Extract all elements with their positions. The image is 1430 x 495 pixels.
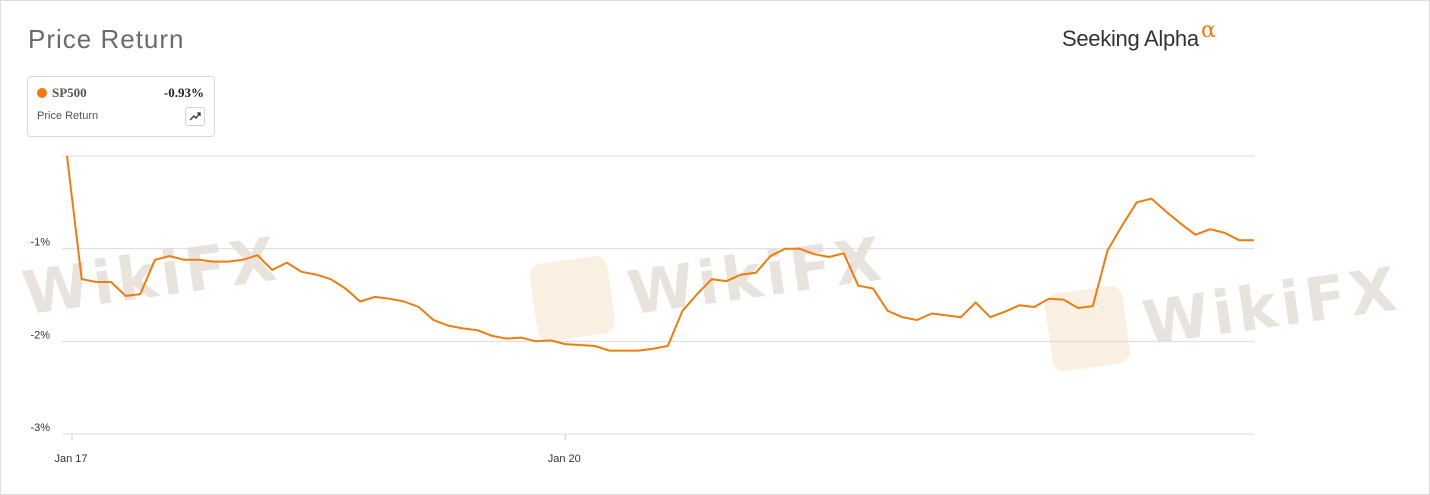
legend-subtitle: Price Return bbox=[37, 110, 99, 122]
x-tick-label: Jan 20 bbox=[548, 453, 581, 465]
axis-layer: -1% -2% -3% Jan 17 Jan 20 bbox=[30, 237, 580, 465]
trend-line-button[interactable] bbox=[185, 107, 205, 126]
y-tick-label: -1% bbox=[30, 237, 50, 249]
watermark-text: WikiFX bbox=[19, 224, 285, 329]
legend-card[interactable]: SP500 -0.93% Price Return bbox=[27, 76, 215, 137]
legend-series-value: -0.93% bbox=[163, 85, 204, 100]
alpha-icon: α bbox=[1201, 18, 1216, 43]
trend-line-icon bbox=[189, 112, 201, 121]
series-layer bbox=[66, 155, 1254, 352]
y-tick-label: -3% bbox=[30, 422, 50, 434]
watermark-text: WikiFX bbox=[1139, 254, 1405, 359]
watermark-logo: WikiFX bbox=[1044, 254, 1405, 372]
watermark-emblem bbox=[529, 256, 615, 342]
series-line-sp500 bbox=[66, 155, 1254, 352]
x-tick-label: Jan 17 bbox=[54, 453, 87, 465]
legend-series-name: SP500 bbox=[52, 85, 87, 100]
grid-layer bbox=[62, 155, 1254, 435]
watermark-emblem bbox=[1044, 286, 1130, 372]
page-title: Price Return bbox=[28, 24, 185, 54]
watermark-text: WikiFX bbox=[624, 224, 890, 329]
watermark-logo: WikiFX bbox=[529, 224, 890, 342]
series-color-dot bbox=[37, 88, 47, 98]
watermark-logo: WikiFX bbox=[19, 224, 285, 329]
brand-name: Seeking Alpha bbox=[1062, 26, 1199, 51]
watermark-layer: WikiFX WikiFX WikiFX bbox=[19, 224, 1405, 372]
y-tick-label: -2% bbox=[30, 329, 50, 341]
